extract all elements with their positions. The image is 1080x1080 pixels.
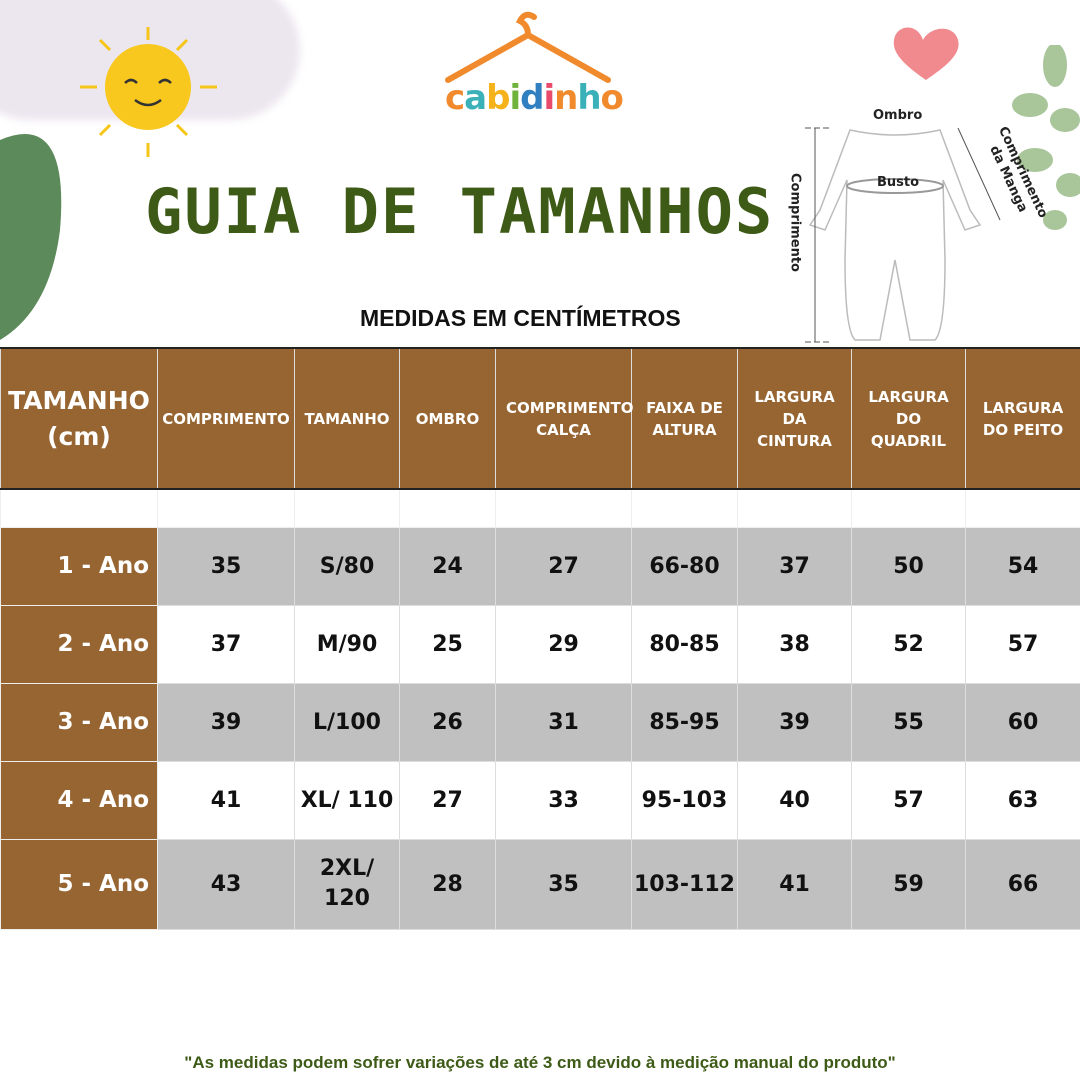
table-cell: 35: [495, 838, 632, 930]
table-cell: 39: [737, 682, 852, 762]
table-cell: 85-95: [631, 682, 738, 762]
table-cell: 40: [737, 760, 852, 840]
size-table: TAMANHO (cm) COMPRIMENTO TAMANHO OMBRO CO…: [0, 347, 1080, 930]
row-label: 5 - Ano: [0, 838, 158, 930]
table-row: 4 - Ano 41 XL/ 110 27 33 95-103 40 57 63: [0, 760, 1080, 840]
logo-letter: i: [543, 78, 555, 118]
table-cell: 52: [851, 604, 966, 684]
column-header: LARGURA DO QUADRIL: [851, 347, 966, 490]
table-cell: 37: [737, 526, 852, 606]
logo-letter: n: [554, 78, 578, 118]
table-cell: 38: [737, 604, 852, 684]
spacer-row: [0, 488, 1080, 528]
table-cell: 54: [965, 526, 1080, 606]
column-header: FAIXA DE ALTURA: [631, 347, 738, 490]
table-cell: 57: [851, 760, 966, 840]
table-cell: 66: [965, 838, 1080, 930]
header-text: (cm): [47, 421, 111, 451]
table-cell: 66-80: [631, 526, 738, 606]
table-cell: 63: [965, 760, 1080, 840]
logo-letter: h: [577, 78, 601, 118]
table-cell: 2XL/ 120: [294, 838, 400, 930]
table-cell: 80-85: [631, 604, 738, 684]
page-title: GUIA DE TAMANHOS: [145, 175, 775, 248]
diagram-label-comprimento: Comprimento: [787, 173, 803, 272]
row-label: 1 - Ano: [0, 526, 158, 606]
garment-diagram: [805, 127, 1001, 343]
column-header: COMPRIMENTO: [157, 347, 295, 490]
diagram-label-ombro: Ombro: [873, 108, 923, 123]
row-label: 4 - Ano: [0, 760, 158, 840]
sun-icon: [80, 27, 217, 157]
column-header: LARGURA DA CINTURA: [737, 347, 852, 490]
table-cell: 25: [399, 604, 496, 684]
leaf-decoration: [0, 134, 62, 340]
table-row: 2 - Ano 37 M/90 25 29 80-85 38 52 57: [0, 604, 1080, 684]
table-row: 3 - Ano 39 L/100 26 31 85-95 39 55 60: [0, 682, 1080, 762]
table-cell: 39: [157, 682, 295, 762]
heart-icon: [893, 27, 959, 81]
table-cell: 60: [965, 682, 1080, 762]
logo-letter: o: [600, 78, 624, 118]
logo-letter: c: [445, 78, 465, 118]
table-cell: 95-103: [631, 760, 738, 840]
logo-letter: a: [464, 78, 487, 118]
hanger-logo-icon: [445, 11, 611, 83]
table-cell: 24: [399, 526, 496, 606]
table-cell: 41: [737, 838, 852, 930]
table-cell: 50: [851, 526, 966, 606]
table-cell: 41: [157, 760, 295, 840]
table-cell: 57: [965, 604, 1080, 684]
table-cell: XL/ 110: [294, 760, 400, 840]
logo-letter: d: [520, 78, 544, 118]
table-cell: 26: [399, 682, 496, 762]
row-label: 2 - Ano: [0, 604, 158, 684]
logo-letter: i: [509, 78, 521, 118]
table-cell: 29: [495, 604, 632, 684]
column-header: TAMANHO: [294, 347, 400, 490]
table-cell: 37: [157, 604, 295, 684]
table-cell: 59: [851, 838, 966, 930]
table-row: 5 - Ano 43 2XL/ 120 28 35 103-112 41 59 66: [0, 838, 1080, 930]
table-cell: 35: [157, 526, 295, 606]
table-row: 1 - Ano 35 S/80 24 27 66-80 37 50 54: [0, 526, 1080, 606]
disclaimer-note: "As medidas podem sofrer variações de at…: [184, 1053, 896, 1072]
table-header-row: TAMANHO (cm) COMPRIMENTO TAMANHO OMBRO CO…: [0, 347, 1080, 490]
column-header: OMBRO: [399, 347, 496, 490]
table-cell: S/80: [294, 526, 400, 606]
column-header: LARGURA DO PEITO: [965, 347, 1080, 490]
table-cell: 55: [851, 682, 966, 762]
header-tamanho-cm: TAMANHO (cm): [0, 347, 158, 490]
table-cell: 31: [495, 682, 632, 762]
table-cell: M/90: [294, 604, 400, 684]
plant-decoration: [1012, 45, 1080, 230]
page-subtitle: MEDIDAS EM CENTÍMETROS: [360, 305, 681, 331]
brand-logo: cabidinho: [445, 78, 624, 118]
table-cell: L/100: [294, 682, 400, 762]
diagram-label-busto: Busto: [877, 175, 920, 190]
table-cell: 103-112: [631, 838, 738, 930]
table-cell: 28: [399, 838, 496, 930]
header-text: TAMANHO: [8, 385, 150, 415]
table-cell: 27: [399, 760, 496, 840]
row-label: 3 - Ano: [0, 682, 158, 762]
column-header: COMPRIMENTO CALÇA: [495, 347, 634, 490]
table-cell: 33: [495, 760, 632, 840]
table-cell: 27: [495, 526, 632, 606]
logo-letter: b: [486, 78, 510, 118]
table-cell: 43: [157, 838, 295, 930]
